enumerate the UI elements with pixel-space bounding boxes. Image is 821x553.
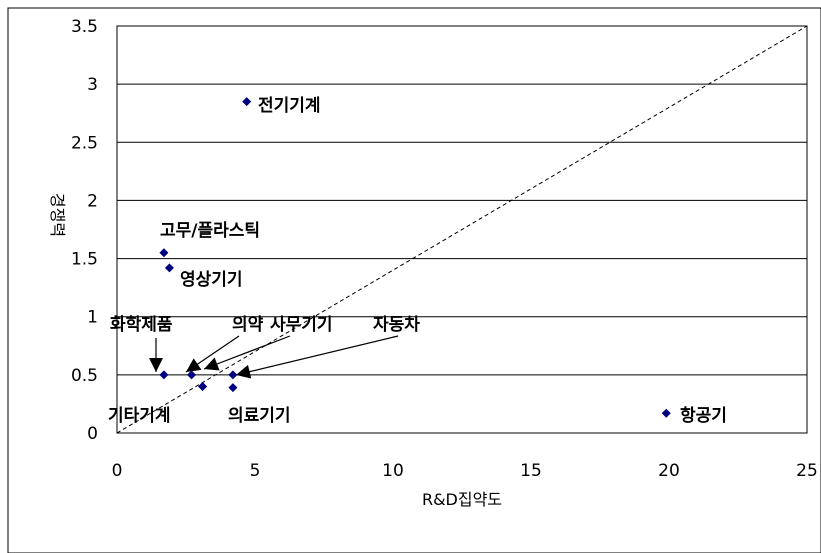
y-axis-title: 경쟁력 xyxy=(48,193,67,237)
point-label: 화학제품 xyxy=(110,315,173,335)
reference-line-group xyxy=(116,25,808,434)
y-tick-label: 2.5 xyxy=(71,133,98,153)
point-label: 전기기계 xyxy=(258,96,321,116)
y-tick-label: 3 xyxy=(87,75,98,95)
x-tick-label: 5 xyxy=(250,461,261,481)
data-point xyxy=(228,383,238,393)
reference-line xyxy=(116,25,808,434)
arrow-line xyxy=(235,335,399,376)
point-label: 의약 xyxy=(232,314,264,335)
point-label: 의료기기 xyxy=(228,406,291,426)
y-tick-label: 3.5 xyxy=(71,17,98,37)
data-point xyxy=(164,263,174,273)
x-axis-title: R&D집약도 xyxy=(422,490,502,509)
point-label: 항공기 xyxy=(680,405,727,426)
data-point xyxy=(228,370,238,380)
point-label: 영상기기 xyxy=(180,270,243,290)
gridlines xyxy=(117,83,807,376)
data-point xyxy=(242,97,252,107)
x-tick-label: 25 xyxy=(796,461,818,481)
y-tick-label: 2 xyxy=(87,191,98,211)
data-point xyxy=(198,381,208,391)
x-tick-label: 0 xyxy=(112,461,123,481)
x-axis-ticks: 0 5 10 15 20 25 xyxy=(112,461,818,481)
data-point xyxy=(159,370,169,380)
point-label: 사무기기 xyxy=(270,315,333,335)
x-tick-label: 20 xyxy=(658,461,680,481)
annotation-arrows xyxy=(149,335,399,379)
arrowhead xyxy=(149,358,163,372)
x-tick-label: 15 xyxy=(520,461,542,481)
arrowhead xyxy=(236,364,252,379)
point-label: 고무/플라스틱 xyxy=(160,221,260,241)
y-tick-label: 0.5 xyxy=(71,366,98,386)
point-label: 자동차 xyxy=(373,315,420,335)
y-tick-label: 0 xyxy=(87,424,98,444)
point-label: 기타기계 xyxy=(108,406,171,426)
data-points xyxy=(159,97,671,418)
arrowhead xyxy=(204,357,220,371)
data-point xyxy=(661,408,671,418)
data-point xyxy=(187,370,197,380)
arrow-line xyxy=(203,335,291,370)
y-axis-ticks: 0 0.5 1 1.5 2 2.5 3 3.5 xyxy=(71,17,98,444)
arrowhead xyxy=(186,358,202,372)
y-tick-label: 1.5 xyxy=(71,250,98,270)
x-tick-label: 10 xyxy=(382,461,404,481)
data-point xyxy=(159,248,169,258)
y-tick-label: 1 xyxy=(87,308,98,328)
